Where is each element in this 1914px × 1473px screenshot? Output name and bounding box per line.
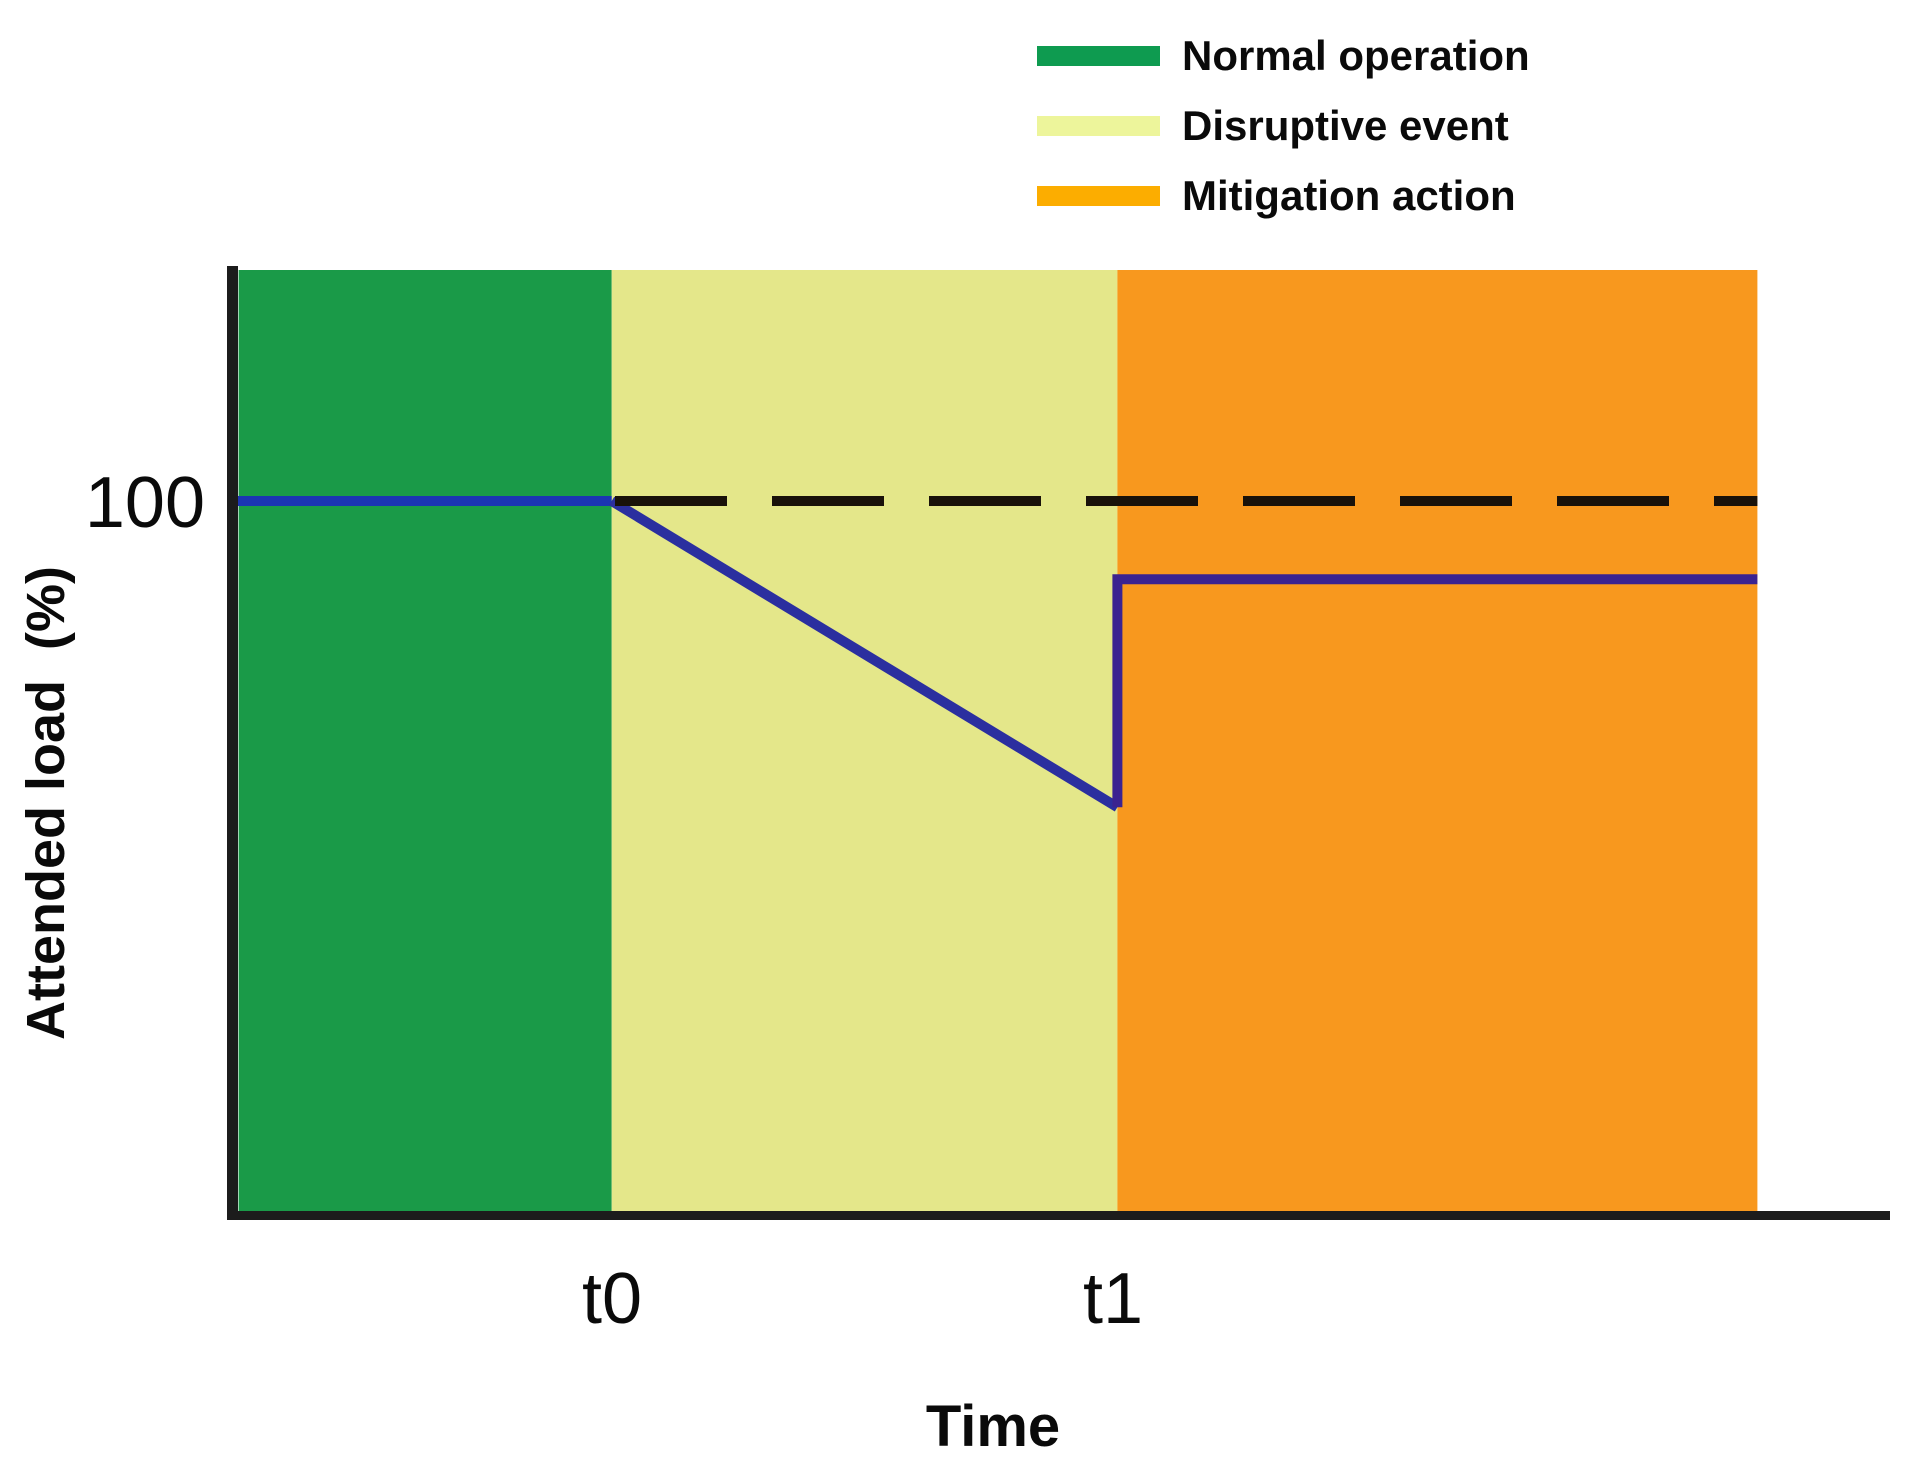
x-tick-t0: t0 — [581, 1259, 643, 1339]
region-disruptive-event — [611, 270, 1118, 1218]
legend-entry-mitigation-action: Mitigation action — [1037, 172, 1516, 219]
region-mitigation-action — [1117, 270, 1758, 1218]
legend-entry-disruptive-event: Disruptive event — [1037, 102, 1509, 149]
legend-label-normal-operation: Normal operation — [1182, 32, 1530, 79]
y-axis-title: Attended load (%) — [16, 566, 76, 1040]
x-axis — [227, 1211, 1890, 1220]
series-attended-load-after-mitigation — [1112, 574, 1758, 808]
x-axis-title: Time — [925, 1394, 1061, 1459]
region-normal-operation — [238, 270, 612, 1218]
legend-swatch-mitigation-action — [1037, 186, 1160, 206]
legend-entry-normal-operation: Normal operation — [1037, 32, 1530, 79]
x-tick-t1: t1 — [1082, 1259, 1144, 1339]
legend-swatch-disruptive-event — [1037, 116, 1160, 136]
y-tick-100: 100 — [84, 463, 205, 543]
series-attended-load-degradation — [609, 496, 1120, 812]
legend-label-disruptive-event: Disruptive event — [1182, 102, 1509, 149]
legend-swatch-normal-operation — [1037, 46, 1160, 66]
y-axis — [227, 266, 238, 1220]
legend-label-mitigation-action: Mitigation action — [1182, 172, 1516, 219]
